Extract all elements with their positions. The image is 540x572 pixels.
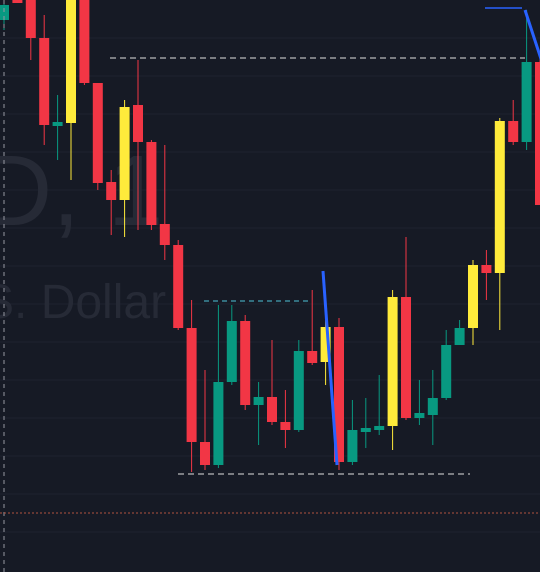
candles <box>0 0 540 472</box>
candle-body <box>293 351 304 430</box>
candle-body <box>79 0 90 83</box>
candle-body <box>468 265 478 328</box>
candle-body <box>173 245 184 328</box>
trend-line <box>321 270 339 466</box>
candle-body <box>25 0 36 38</box>
candle-body <box>508 121 519 142</box>
candle-body <box>146 142 157 225</box>
candle-body <box>347 430 358 462</box>
candle-body <box>213 382 224 465</box>
candle-body <box>92 83 103 183</box>
candle-body <box>521 62 532 142</box>
candle-body <box>66 0 76 123</box>
candle-body <box>427 398 438 415</box>
candle-body <box>39 38 50 125</box>
candle-body <box>253 397 264 405</box>
candle-body <box>374 426 385 430</box>
candle-body <box>320 327 331 362</box>
watermark: S. Dollar <box>0 276 166 329</box>
candle-body <box>186 328 197 442</box>
candle-body <box>106 182 117 200</box>
candle-body <box>133 105 143 142</box>
candle-body <box>0 5 9 20</box>
candle-body <box>441 345 452 398</box>
candle-body <box>280 422 291 430</box>
candle-body <box>334 327 344 462</box>
candle-body <box>307 351 318 363</box>
candle-body <box>52 122 63 126</box>
candle-body <box>387 297 398 426</box>
candle-body <box>12 0 23 3</box>
watermark: D, 1 <box>0 135 163 247</box>
candle-body <box>414 413 425 418</box>
candle-body <box>200 442 210 465</box>
candle-body <box>535 62 540 205</box>
candle-body <box>159 224 170 245</box>
candle-body <box>454 328 465 345</box>
candle-body <box>401 297 411 418</box>
candle-body <box>267 397 277 422</box>
candle-body <box>494 121 505 273</box>
candle-body <box>119 107 130 200</box>
candle-body <box>481 265 492 273</box>
trend-line <box>523 9 540 61</box>
candle-body <box>240 321 251 405</box>
candle-body <box>360 428 371 432</box>
candle-body <box>226 321 237 382</box>
